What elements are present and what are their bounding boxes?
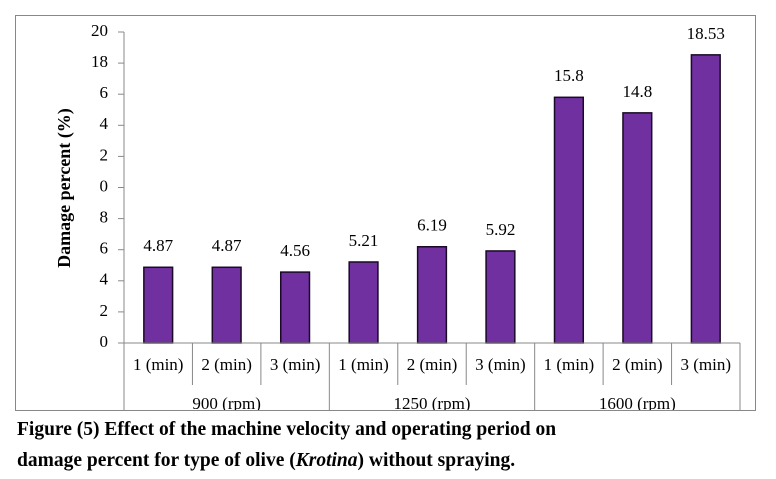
x-tick-label: 2 (min) — [612, 355, 663, 374]
x-tick-label: 1 (min) — [338, 355, 389, 374]
group-label: 1250 (rpm) — [394, 394, 471, 413]
bar — [143, 266, 174, 344]
bar — [622, 112, 653, 344]
x-tick-label: 3 (min) — [270, 355, 321, 374]
group-label: 900 (rpm) — [192, 394, 260, 413]
value-label: 18.53 — [687, 24, 725, 43]
caption-italic: Krotina — [295, 450, 358, 471]
y-tick-label: 20 — [91, 21, 108, 40]
value-label: 4.87 — [143, 236, 173, 255]
y-tick-label: 8 — [100, 208, 109, 227]
x-tick-label: 2 (min) — [201, 355, 252, 374]
bar — [485, 250, 516, 344]
x-tick-label: 2 (min) — [407, 355, 458, 374]
y-tick-label: 2 — [100, 145, 109, 164]
y-tick-label: 6 — [100, 239, 109, 258]
value-label: 4.87 — [212, 236, 242, 255]
x-tick-label: 1 (min) — [133, 355, 184, 374]
value-label: 5.92 — [486, 220, 516, 239]
caption-line: damage percent for type of olive (Krotin… — [17, 450, 515, 472]
bar — [348, 261, 379, 344]
value-label: 14.8 — [622, 82, 652, 101]
caption-line: Figure (5) Effect of the machine velocit… — [17, 419, 557, 440]
x-tick-label: 3 (min) — [681, 355, 732, 374]
caption-text: damage percent for type of olive ( — [17, 450, 296, 471]
value-label: 15.8 — [554, 66, 584, 85]
plot: 0 2 4 6 8 0 2 4 6 18 20 4.87 1 (min) 4.87 2 (min) 4.56 3… — [91, 21, 741, 413]
y-tick-label: 18 — [91, 52, 108, 71]
chart: Damage percent (%) 0 2 4 6 8 0 2 4 6 18 20 4.87 1 (m… — [15, 15, 756, 413]
y-tick-label: 6 — [100, 83, 109, 102]
value-label: 6.19 — [417, 216, 447, 235]
x-tick-label: 3 (min) — [475, 355, 526, 374]
group-label: 1600 (rpm) — [599, 394, 676, 413]
bar — [553, 96, 585, 344]
y-axis-label: Damage percent (%) — [54, 108, 75, 268]
caption-text: ) without spraying. — [357, 450, 516, 471]
y-tick-label: 2 — [100, 301, 109, 320]
y-tick-label: 4 — [100, 114, 109, 133]
y-tick-label: 0 — [100, 176, 109, 195]
bar — [211, 266, 242, 344]
y-tick-label: 0 — [100, 332, 109, 351]
bar — [690, 54, 721, 344]
y-tick-label: 4 — [100, 270, 109, 289]
bar — [279, 271, 311, 344]
x-tick-label: 1 (min) — [544, 355, 595, 374]
value-label: 4.56 — [280, 241, 310, 260]
value-label: 5.21 — [349, 231, 379, 250]
bar — [416, 245, 448, 344]
